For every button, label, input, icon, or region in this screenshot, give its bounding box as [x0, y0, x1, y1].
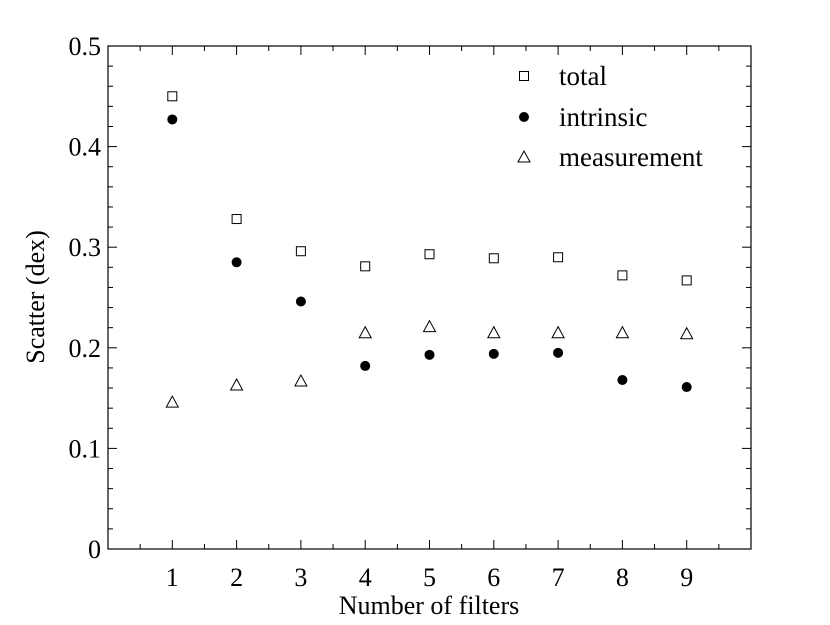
y-tick-label: 0.2 — [69, 334, 102, 363]
y-tick-label: 0.4 — [69, 133, 102, 162]
plot-frame — [107, 45, 752, 550]
x-tick-label: 2 — [230, 563, 243, 592]
total-point — [167, 91, 178, 102]
intrinsic-point — [553, 347, 564, 358]
x-tick-label: 6 — [487, 563, 500, 592]
intrinsic-point — [231, 257, 242, 268]
y-tick-labels: 0 0.1 0.2 0.3 0.4 0.5 — [69, 32, 102, 564]
intrinsic-point — [617, 374, 628, 385]
legend-marker-measurement — [517, 149, 531, 163]
legend-marker-total — [519, 71, 529, 81]
x-tick-label: 1 — [166, 563, 179, 592]
legend: total intrinsic measurement — [517, 61, 703, 172]
total-point — [681, 275, 692, 286]
total-point — [553, 252, 564, 263]
x-tick-label: 3 — [294, 563, 307, 592]
y-tick-label: 0.1 — [69, 434, 102, 463]
total-point — [231, 214, 242, 225]
x-tick-label: 9 — [680, 563, 693, 592]
intrinsic-point — [295, 296, 306, 307]
measurement-point — [551, 325, 565, 339]
axis-ticks — [107, 45, 752, 550]
data-points — [165, 91, 694, 408]
measurement-point — [679, 326, 694, 340]
y-axis-label: Scatter (dex) — [21, 230, 50, 364]
legend-label-intrinsic: intrinsic — [559, 102, 648, 132]
y-tick-label: 0.5 — [69, 32, 102, 61]
x-tick-label: 5 — [423, 563, 436, 592]
x-tick-label: 4 — [359, 563, 372, 592]
measurement-point — [165, 395, 180, 408]
total-point — [360, 261, 371, 272]
legend-marker-intrinsic — [519, 112, 529, 122]
measurement-point — [422, 319, 437, 333]
y-tick-label: 0 — [88, 535, 101, 564]
measurement-point — [486, 325, 501, 339]
x-tick-label: 8 — [616, 563, 629, 592]
measurement-point — [358, 325, 373, 339]
measurement-point — [294, 373, 308, 387]
legend-label-total: total — [559, 61, 607, 91]
total-point — [295, 246, 306, 257]
intrinsic-point — [424, 349, 435, 360]
x-tick-labels: 1 2 3 4 5 6 7 8 9 — [166, 563, 693, 592]
total-point — [617, 270, 628, 281]
y-tick-label: 0.3 — [69, 233, 102, 262]
intrinsic-point — [167, 114, 178, 125]
legend-label-measurement: measurement — [559, 142, 703, 172]
measurement-point — [615, 325, 630, 339]
intrinsic-point — [360, 360, 371, 371]
x-tick-label: 7 — [552, 563, 565, 592]
intrinsic-point — [681, 382, 692, 393]
x-axis-label: Number of filters — [339, 591, 520, 620]
intrinsic-point — [488, 348, 499, 359]
total-point — [424, 249, 435, 260]
measurement-point — [229, 377, 244, 391]
total-point — [488, 253, 499, 264]
